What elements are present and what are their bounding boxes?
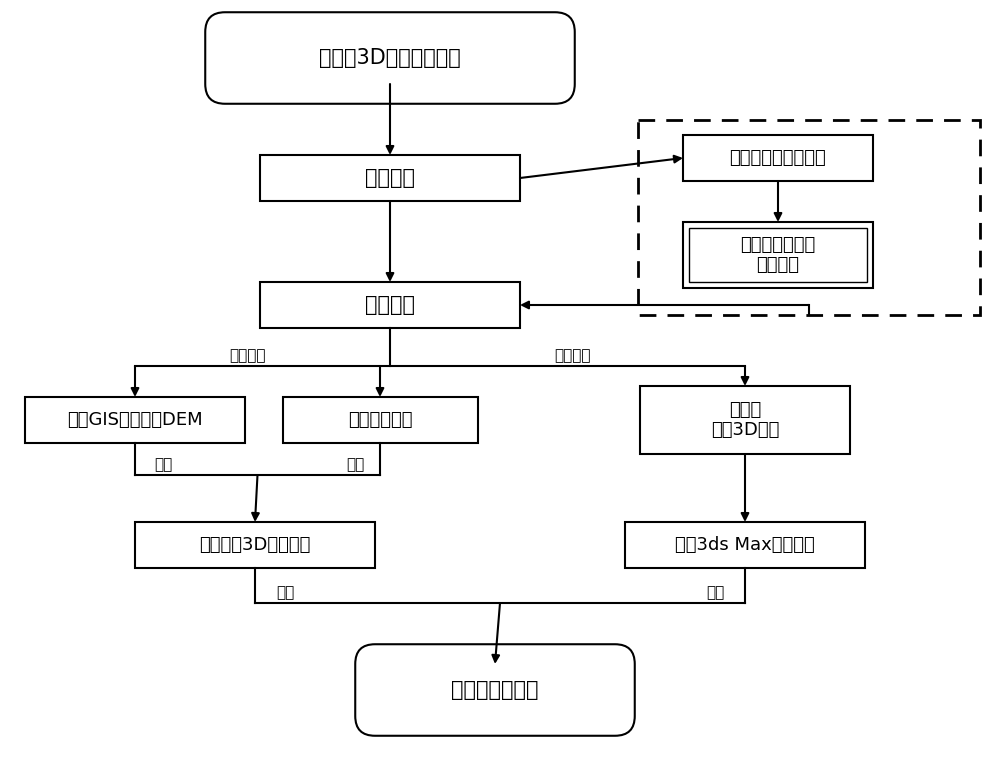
Text: 数据处理: 数据处理 [365,295,415,315]
Bar [683,135,873,181]
Text: 变电站
表面3D模型: 变电站 表面3D模型 [711,401,779,440]
Bar [689,228,867,282]
Text: 变电站建模技术: 变电站建模技术 [451,680,539,700]
Text: 数据采集: 数据采集 [365,168,415,188]
Bar [638,120,980,315]
Bar [283,397,478,443]
FancyBboxPatch shape [355,644,635,736]
Text: 融合: 融合 [346,457,364,473]
Text: 导入3ds Max精细建模: 导入3ds Max精细建模 [675,536,815,554]
Text: 合并: 合并 [706,585,724,601]
Text: 提取数据: 提取数据 [229,349,266,364]
Text: 利用GIS技术制作DEM: 利用GIS技术制作DEM [67,411,203,429]
Bar [135,522,375,568]
Bar [25,397,245,443]
Text: 合并: 合并 [276,585,294,601]
Text: 建立水库3D地景模型: 建立水库3D地景模型 [199,536,311,554]
Bar [625,522,865,568]
Text: 提取数据: 提取数据 [554,349,591,364]
Text: 踏勘测区、规划路径: 踏勘测区、规划路径 [730,149,826,167]
Text: 三维激光扫描仪
采集数据: 三维激光扫描仪 采集数据 [740,236,816,274]
Bar [683,222,873,288]
Bar [260,155,520,201]
Bar [260,282,520,328]
Text: 变电站3D建模需求分析: 变电站3D建模需求分析 [319,48,461,68]
Text: 高清影像数据: 高清影像数据 [348,411,412,429]
Text: 融合: 融合 [154,457,172,473]
FancyBboxPatch shape [205,12,575,103]
Bar [640,386,850,454]
